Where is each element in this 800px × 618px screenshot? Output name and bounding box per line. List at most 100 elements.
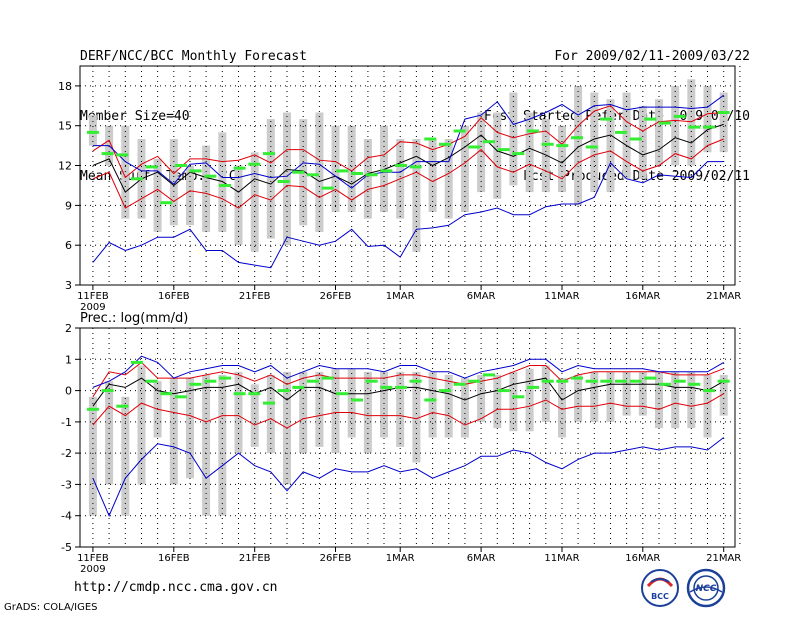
bcc-logo-icon: BCC [641,569,679,607]
ensemble-range-bar [493,374,502,429]
x-tick-label: 6MAR [467,553,496,564]
x-tick-label: 1MAR [386,553,415,564]
x-year-label: 2009 [80,564,105,575]
ensemble-range-bar [153,158,162,232]
ensemble-range-bar [444,139,453,219]
ensemble-range-bar [460,378,469,438]
ensemble-range-bar [250,384,259,447]
y-tick-label: 6 [65,239,72,252]
series-line-q10 [92,361,724,398]
y-tick-label: -4 [61,510,72,523]
ensemble-range-bar [719,374,728,416]
forecast-period: For 2009/02/11-2009/03/22 [554,49,750,64]
logos: BCC NCC [641,568,726,608]
x-tick-label: 1MAR [386,291,415,302]
ensemble-range-bar [234,371,243,454]
series-line-max [92,161,724,269]
plot-frame [79,327,736,548]
series-line-q90 [92,138,724,209]
ensemble-range-bar [202,145,211,232]
y-tick-label: 3 [65,279,72,292]
ensemble-range-bar [558,378,566,438]
ensemble-range-bar [315,112,324,232]
ensemble-range-bar [331,125,340,212]
x-tick-label: 21FEB [239,291,271,302]
ensemble-range-bar [655,99,663,166]
x-tick-label: 21MAR [706,553,741,564]
series-line-min [92,355,724,388]
ensemble-range-bar [186,165,194,226]
ensemble-range-bar [574,85,583,206]
ensemble-range-bar [380,125,388,212]
ensemble-range-bar [460,125,469,212]
series-line-q10 [92,105,724,179]
ensemble-range-bar [606,371,615,422]
ensemble-range-bar [88,115,97,146]
source-url[interactable]: http://cmdp.ncc.cma.gov.cn [74,580,278,595]
ensemble-range-bar [509,371,518,432]
chart-title: DERF/NCC/BCC Monthly Forecast [80,49,307,64]
ensemble-range-bar [622,92,631,179]
plot-frame [79,65,736,286]
ncc-logo-text: NCC [696,584,717,594]
ensemble-range-bar [315,371,324,447]
y-tick-label: 0 [65,385,72,398]
ensemble-range-bar [347,125,356,212]
ensemble-range-bar [121,125,130,219]
bcc-logo-text: BCC [651,592,669,601]
precipitation-panel: -5 -4 -3 -2 -1 0 1 2 11FEB 16FEB 21FEB 26FEB 1MAR 6MA… [61,322,741,575]
ensemble-range-bar [121,396,130,516]
ensemble-range-bar [396,371,405,447]
ensemble-range-bar [477,112,486,193]
ensemble-range-bar [169,139,178,226]
grads-credit: GrADS: COLA/IGES [4,602,98,613]
y-tick-label: 9 [65,199,72,212]
y-tick-label: 12 [58,160,72,173]
ensemble-range-bar [363,371,372,454]
ensemble-range-bar [266,119,275,239]
ensemble-range-bar [590,92,599,192]
y-tick-label: 15 [58,120,72,133]
x-tick-label: 21MAR [706,291,741,302]
y-tick-label: -5 [61,541,72,554]
ensemble-range-bar [428,139,437,212]
ensemble-range-bar [703,85,712,153]
ensemble-range-bar [638,105,647,179]
ensemble-range-bar [606,99,615,193]
ensemble-range-bar [137,365,146,485]
ensemble-range-bar [380,371,388,438]
ensemble-range-bar [88,396,97,516]
series-line-min [92,94,724,189]
ensemble-range-bar [703,374,712,438]
ensemble-range-bar [250,152,259,252]
x-tick-label: 16MAR [625,553,660,564]
x-tick-label: 6MAR [467,291,496,302]
ensemble-range-bar [331,368,340,454]
series-line-q90 [92,393,724,429]
x-tick-label: 11FEB [77,291,109,302]
ensemble-range-bar [105,381,114,485]
x-tick-label: 11FEB [77,553,109,564]
y-tick-label: 18 [58,80,72,93]
x-tick-label: 16FEB [158,291,190,302]
ensemble-range-bar [299,371,308,454]
precip-title: Prec.: log(mm/d) [80,311,188,326]
ensemble-range-bar [719,92,728,153]
ensemble-range-bar [218,374,227,516]
ensemble-range-bar [558,125,566,193]
ensemble-range-bar [687,79,696,166]
ensemble-range-bar [525,112,534,193]
x-tick-label: 16FEB [158,553,190,564]
x-tick-label: 26FEB [320,553,352,564]
temperature-panel: 3 6 9 12 15 18 11FEB 16FEB 21FEB 26FEB 1MAR 6MAR 11M… [58,65,741,313]
ncc-logo-icon: NCC [686,568,726,608]
ensemble-range-bar [202,374,211,516]
ensemble-range-bar [283,112,291,246]
ensemble-range-bar [509,92,518,186]
x-tick-label: 11MAR [544,553,579,564]
ensemble-range-bar [687,371,696,429]
y-tick-label: -2 [61,447,72,460]
series-line-mean [92,123,724,193]
y-tick-label: 1 [65,353,72,366]
y-tick-label: 2 [65,322,72,335]
